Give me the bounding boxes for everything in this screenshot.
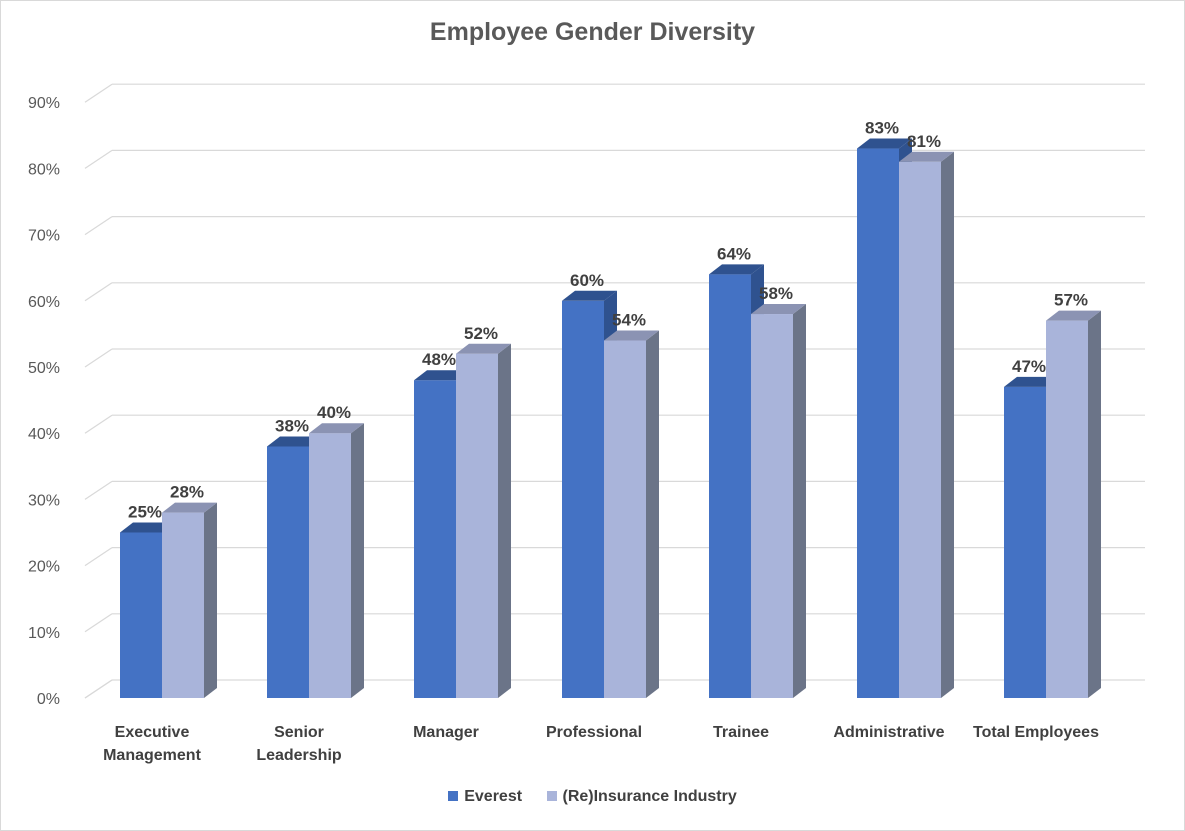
data-label-1-3: 54% (612, 311, 646, 330)
x-tick-label: Leadership (256, 747, 342, 764)
bar-side-1-4 (793, 304, 806, 698)
data-label-1-4: 58% (759, 284, 793, 303)
data-label-0-0: 25% (128, 503, 162, 522)
gridline-stub (84, 414, 113, 434)
bar-top-0-6 (1004, 376, 1059, 387)
x-tick-label: Total Employees (973, 724, 1099, 741)
gridline-stub (84, 480, 113, 500)
data-label-0-2: 48% (422, 350, 456, 369)
bar-side-1-2 (498, 343, 511, 698)
bar-side-1-0 (204, 502, 217, 698)
bar-front-1-3 (604, 340, 646, 698)
y-tick-label: 0% (37, 691, 60, 708)
bar-front-0-0 (120, 532, 162, 698)
y-tick-label: 70% (28, 228, 60, 245)
x-tick-label: Administrative (833, 724, 944, 741)
bar-top-1-4 (751, 304, 806, 315)
bar-front-1-2 (456, 353, 498, 698)
data-label-1-2: 52% (464, 324, 498, 343)
legend-item-industry: (Re)Insurance Industry (546, 788, 737, 806)
y-tick-label: 40% (28, 426, 60, 443)
x-tick-label: Trainee (713, 724, 769, 741)
x-tick-label: Management (103, 747, 201, 764)
bar-top-0-5 (857, 138, 912, 149)
gridline-stub (84, 547, 113, 567)
y-tick-label: 60% (28, 294, 60, 311)
gridline-stub (84, 282, 113, 302)
x-tick-label: Professional (546, 724, 642, 741)
bar-front-0-3 (562, 300, 604, 698)
data-label-0-4: 64% (717, 244, 751, 263)
y-tick-label: 90% (28, 95, 60, 112)
gridline-stub (84, 149, 113, 169)
gridline-stub (84, 348, 113, 368)
bar-top-1-3 (604, 330, 659, 341)
y-tick-label: 10% (28, 625, 60, 642)
bar-top-1-6 (1046, 310, 1101, 321)
bar-front-0-4 (709, 274, 751, 698)
bar-top-0-2 (414, 370, 469, 381)
data-label-0-1: 38% (275, 416, 309, 435)
legend-swatch-everest (448, 791, 459, 801)
gridline-stub (84, 216, 113, 236)
bar-top-1-2 (456, 343, 511, 354)
data-label-1-5: 81% (907, 132, 941, 151)
bar-top-0-3 (562, 290, 617, 301)
bar-front-1-6 (1046, 320, 1088, 698)
y-tick-label: 50% (28, 360, 60, 377)
bar-top-1-0 (162, 502, 217, 513)
bar-top-1-5 (899, 151, 954, 162)
bar-front-0-6 (1004, 386, 1046, 698)
data-label-0-6: 47% (1012, 357, 1046, 376)
bar-side-1-5 (941, 151, 954, 698)
bar-side-1-3 (646, 330, 659, 698)
y-tick-label: 30% (28, 492, 60, 509)
chart-title: Employee Gender Diversity (429, 18, 756, 46)
floor-edge (84, 679, 113, 699)
y-tick-label: 20% (28, 559, 60, 576)
bar-top-0-0 (120, 522, 175, 533)
data-label-1-1: 40% (317, 403, 351, 422)
bar-front-1-4 (751, 314, 793, 698)
bar-front-1-1 (309, 433, 351, 698)
x-tick-label: Executive (115, 724, 190, 741)
gridline-stub (84, 613, 113, 633)
legend-label-industry: (Re)Insurance Industry (562, 788, 737, 805)
y-tick-label: 80% (28, 161, 60, 178)
legend-item-everest: Everest (448, 788, 522, 806)
bar-front-0-5 (857, 148, 899, 699)
bar-side-1-6 (1088, 310, 1101, 698)
bar-top-0-4 (709, 264, 764, 275)
data-label-0-5: 83% (865, 119, 899, 138)
x-tick-label: Senior (274, 724, 324, 741)
bar-top-0-1 (267, 436, 322, 447)
bar-front-0-1 (267, 446, 309, 698)
bar-front-1-5 (899, 161, 941, 698)
back-wall (85, 84, 112, 698)
legend-label-everest: Everest (464, 788, 523, 805)
data-label-0-3: 60% (570, 271, 604, 290)
x-tick-label: Manager (413, 724, 479, 741)
bar-side-1-1 (351, 423, 364, 698)
data-label-1-0: 28% (170, 483, 204, 502)
legend-swatch-industry (546, 791, 557, 801)
gridline-stub (84, 83, 113, 103)
data-label-1-6: 57% (1054, 291, 1088, 310)
legend: Everest (Re)Insurance Industry (0, 788, 1185, 806)
bar-front-0-2 (414, 380, 456, 698)
bar-top-1-1 (309, 423, 364, 434)
bar-front-1-0 (162, 512, 204, 698)
